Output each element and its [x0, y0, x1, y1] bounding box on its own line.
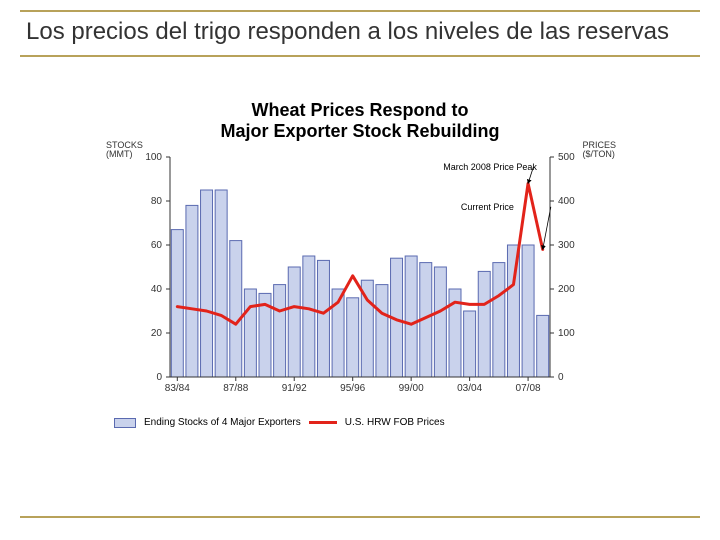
bar: [288, 267, 300, 377]
bar: [230, 241, 242, 377]
bar: [171, 230, 183, 377]
xtick: 03/04: [457, 383, 482, 394]
title-block: Los precios del trigo responden a los ni…: [20, 10, 700, 57]
bar: [464, 311, 476, 377]
page-title: Los precios del trigo responden a los ni…: [26, 18, 694, 47]
bar: [522, 245, 534, 377]
ytick-right: 200: [558, 284, 575, 295]
bar: [405, 256, 417, 377]
legend-line-swatch: [309, 421, 337, 424]
bar: [434, 267, 446, 377]
xtick: 95/96: [340, 383, 365, 394]
legend-bar-label: Ending Stocks of 4 Major Exporters: [144, 417, 301, 428]
bar: [303, 256, 315, 377]
ytick-left: 100: [145, 152, 162, 163]
ytick-left: 80: [151, 196, 163, 207]
bar: [376, 285, 388, 377]
ytick-right: 500: [558, 152, 575, 163]
bar: [201, 190, 213, 377]
left-axis-label: STOCKS (MMT): [106, 141, 143, 159]
legend: Ending Stocks of 4 Major Exporters U.S. …: [110, 417, 610, 428]
ytick-right: 100: [558, 328, 575, 339]
right-axis-label: PRICES ($/TON): [582, 141, 616, 159]
chart-title-line2: Major Exporter Stock Rebuilding: [220, 121, 499, 141]
chart-title: Wheat Prices Respond to Major Exporter S…: [110, 100, 610, 141]
chart-area: STOCKS (MMT) PRICES ($/TON) 020406080100…: [110, 147, 610, 407]
bar: [317, 261, 329, 378]
bar: [493, 263, 505, 377]
bar: [244, 289, 256, 377]
bar: [478, 272, 490, 378]
chart-container: Wheat Prices Respond to Major Exporter S…: [110, 100, 610, 428]
xtick: 87/88: [223, 383, 248, 394]
xtick: 91/92: [282, 383, 307, 394]
chart-title-line1: Wheat Prices Respond to: [251, 100, 468, 120]
xtick: 83/84: [165, 383, 190, 394]
chart-svg: 0 20 40 60 80 100 0 100 200 300 400 500 83/84 87/88 91…: [110, 147, 610, 407]
annotation: Current Price: [461, 202, 514, 212]
bar: [215, 190, 227, 377]
ytick-right: 0: [558, 372, 564, 383]
legend-bar-swatch: [114, 418, 136, 428]
ytick-right: 300: [558, 240, 575, 251]
bar: [537, 316, 549, 378]
ytick-right: 400: [558, 196, 575, 207]
ytick-left: 0: [156, 372, 162, 383]
bar: [186, 206, 198, 378]
annotation: March 2008 Price Peak: [443, 163, 537, 173]
left-axis-label-2: (MMT): [106, 149, 133, 159]
bar: [274, 285, 286, 377]
bottom-rule: [20, 516, 700, 518]
bar: [347, 298, 359, 377]
legend-line-label: U.S. HRW FOB Prices: [345, 417, 445, 428]
right-axis-label-2: ($/TON): [582, 149, 614, 159]
ytick-left: 20: [151, 328, 163, 339]
xtick: 99/00: [399, 383, 424, 394]
xtick: 07/08: [516, 383, 541, 394]
ytick-left: 40: [151, 284, 163, 295]
ytick-left: 60: [151, 240, 163, 251]
